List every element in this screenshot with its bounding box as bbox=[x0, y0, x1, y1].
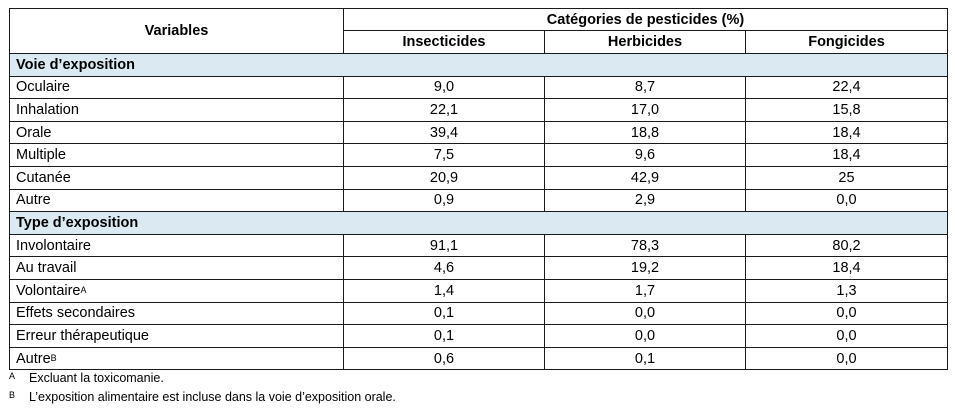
footnote-reference: B bbox=[50, 352, 57, 363]
section-header-row: Type d’exposition bbox=[9, 211, 948, 235]
footnote-text: Excluant la toxicomanie. bbox=[29, 371, 164, 385]
column-header-insecticides: Insecticides bbox=[343, 30, 545, 54]
row-label: Au travail bbox=[16, 260, 77, 277]
value-cell: 0,6 bbox=[343, 346, 545, 371]
category-group-header: Catégories de pesticides (%) bbox=[343, 7, 948, 32]
value-cell: 0,1 bbox=[343, 301, 545, 326]
table-row: Erreur thérapeutique 0,1 0,0 0,0 bbox=[9, 324, 948, 348]
table-row: AutreB 0,6 0,1 0,0 bbox=[9, 346, 948, 371]
table-row: Cutanée 20,9 42,9 25 bbox=[9, 165, 948, 190]
value-cell: 0,9 bbox=[343, 188, 545, 213]
value-cell: 80,2 bbox=[745, 233, 948, 258]
column-header-herbicides: Herbicides bbox=[544, 30, 746, 54]
row-label-cell: Involontaire bbox=[9, 233, 344, 258]
row-label-cell: Autre bbox=[9, 188, 344, 213]
value-cell: 4,6 bbox=[343, 256, 545, 280]
value-cell: 0,1 bbox=[544, 346, 746, 371]
row-label-cell: Oculaire bbox=[9, 75, 344, 100]
value-cell: 0,0 bbox=[544, 324, 746, 348]
value-cell: 0,0 bbox=[544, 301, 746, 326]
value-cell: 1,3 bbox=[745, 278, 948, 303]
table-row: Orale 39,4 18,8 18,4 bbox=[9, 120, 948, 145]
row-label: Oculaire bbox=[16, 79, 70, 96]
row-label-cell: AutreB bbox=[9, 346, 344, 371]
section-title: Type d’exposition bbox=[9, 211, 948, 235]
footnote: A Excluant la toxicomanie. bbox=[9, 369, 396, 388]
table-row: Multiple 7,5 9,6 18,4 bbox=[9, 143, 948, 167]
row-label-cell: Inhalation bbox=[9, 98, 344, 122]
value-cell: 39,4 bbox=[343, 120, 545, 145]
footnote-text: L’exposition alimentaire est incluse dan… bbox=[29, 390, 396, 404]
value-cell: 25 bbox=[745, 165, 948, 190]
row-label-cell: Cutanée bbox=[9, 165, 344, 190]
row-label: Orale bbox=[16, 124, 52, 141]
value-cell: 0,1 bbox=[343, 324, 545, 348]
value-cell: 1,7 bbox=[544, 278, 746, 303]
row-label: Cutanée bbox=[16, 169, 71, 186]
row-label: Autre bbox=[16, 192, 51, 209]
variables-header: Variables bbox=[9, 8, 344, 54]
row-label: Autre bbox=[16, 350, 51, 367]
value-cell: 0,0 bbox=[745, 301, 948, 326]
section-header-row: Voie d’exposition bbox=[9, 53, 948, 77]
value-cell: 20,9 bbox=[343, 165, 545, 190]
table-row: Au travail 4,6 19,2 18,4 bbox=[9, 256, 948, 280]
table-row: Oculaire 9,0 8,7 22,4 bbox=[9, 75, 948, 100]
table-row: Autre 0,9 2,9 0,0 bbox=[9, 188, 948, 213]
row-label: Effets secondaires bbox=[16, 305, 136, 322]
table-row: Effets secondaires 0,1 0,0 0,0 bbox=[9, 301, 948, 326]
footnote-reference: A bbox=[80, 284, 87, 295]
value-cell: 2,9 bbox=[544, 188, 746, 213]
row-label-cell: Orale bbox=[9, 120, 344, 145]
table-row: VolontaireA 1,4 1,7 1,3 bbox=[9, 278, 948, 303]
row-label-cell: Au travail bbox=[9, 256, 344, 280]
value-cell: 9,0 bbox=[343, 75, 545, 100]
value-cell: 18,8 bbox=[544, 120, 746, 145]
value-cell: 15,8 bbox=[745, 98, 948, 122]
value-cell: 0,0 bbox=[745, 324, 948, 348]
value-cell: 91,1 bbox=[343, 233, 545, 258]
footnotes: A Excluant la toxicomanie. B L’expositio… bbox=[9, 369, 396, 407]
value-cell: 19,2 bbox=[544, 256, 746, 280]
value-cell: 22,4 bbox=[745, 75, 948, 100]
row-label-cell: Erreur thérapeutique bbox=[9, 324, 344, 348]
footnote-mark: A bbox=[9, 371, 16, 381]
section-title: Voie d’exposition bbox=[9, 53, 948, 77]
value-cell: 18,4 bbox=[745, 256, 948, 280]
value-cell: 7,5 bbox=[343, 143, 545, 167]
value-cell: 1,4 bbox=[343, 278, 545, 303]
row-label: Involontaire bbox=[16, 237, 91, 254]
value-cell: 18,4 bbox=[745, 120, 948, 145]
footnote: B L’exposition alimentaire est incluse d… bbox=[9, 388, 396, 407]
value-cell: 22,1 bbox=[343, 98, 545, 122]
value-cell: 78,3 bbox=[544, 233, 746, 258]
table-row: Inhalation 22,1 17,0 15,8 bbox=[9, 98, 948, 122]
value-cell: 42,9 bbox=[544, 165, 746, 190]
column-header-fongicides: Fongicides bbox=[745, 30, 948, 54]
value-cell: 8,7 bbox=[544, 75, 746, 100]
table-body: Voie d’exposition Oculaire 9,0 8,7 22,4 Inhal… bbox=[9, 53, 948, 371]
value-cell: 18,4 bbox=[745, 143, 948, 167]
value-cell: 0,0 bbox=[745, 346, 948, 371]
row-label: Erreur thérapeutique bbox=[16, 327, 149, 344]
footnote-mark: B bbox=[9, 390, 16, 400]
value-cell: 17,0 bbox=[544, 98, 746, 122]
row-label-cell: Effets secondaires bbox=[9, 301, 344, 326]
value-cell: 0,0 bbox=[745, 188, 948, 213]
row-label-cell: VolontaireA bbox=[9, 278, 344, 303]
value-cell: 9,6 bbox=[544, 143, 746, 167]
table-row: Involontaire 91,1 78,3 80,2 bbox=[9, 233, 948, 258]
row-label-cell: Multiple bbox=[9, 143, 344, 167]
row-label: Volontaire bbox=[16, 282, 81, 299]
row-label: Multiple bbox=[16, 147, 66, 164]
pesticide-exposure-table: Variables Catégories de pesticides (%) I… bbox=[9, 7, 948, 371]
row-label: Inhalation bbox=[16, 101, 79, 118]
